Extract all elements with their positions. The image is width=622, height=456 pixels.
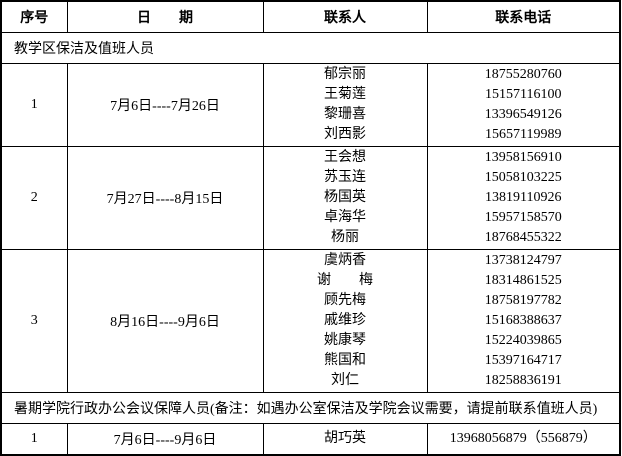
contact-names-cell: 郁宗丽王菊莲黎珊喜刘西影: [262, 63, 428, 147]
contact-name: 戚维珍: [324, 313, 366, 328]
contact-name: 刘西影: [324, 127, 366, 142]
contact-name: 刘仁: [331, 373, 359, 388]
date-range-cell: 8月16日----9月6日: [66, 249, 264, 393]
contact-phone: 13819110926: [485, 190, 562, 205]
contact-name: 姚康琴: [324, 333, 366, 348]
contact-name: 郁宗丽: [324, 67, 366, 82]
section-title-row: 暑期学院行政办公会议保障人员(备注：如遇办公室保洁及学院会议需要，请提前联系值班…: [0, 392, 621, 424]
contact-phone: 18768455322: [484, 230, 562, 245]
contact-phone: 13968056879（556879）: [449, 431, 597, 446]
contact-phone: 13958156910: [484, 150, 562, 165]
serial-number-cell: 1: [0, 63, 68, 147]
table-row: 3 8月16日----9月6日 虞炳香谢 梅顾先梅 戚维珍 姚康琴 熊国和 刘仁 137381…: [0, 249, 621, 393]
contact-name: 王菊莲: [324, 87, 366, 102]
contact-name: 杨丽: [331, 230, 359, 245]
col-header-serial-number: 序号: [0, 0, 68, 33]
contact-name: 虞炳香: [324, 253, 366, 268]
contact-names-cell: 虞炳香谢 梅顾先梅戚维珍姚康琴熊国和刘仁: [262, 249, 428, 393]
col-header-contact-person: 联系人: [262, 0, 428, 33]
section-title: 教学区保洁及值班人员: [0, 32, 621, 64]
col-header-contact-phone: 联系电话: [426, 0, 621, 33]
contact-names-cell: 王会想苏玉连杨国英卓海华杨丽: [262, 146, 428, 250]
header-row: 序号 日 期 联系人 联系电话: [0, 0, 621, 33]
contact-name: 顾先梅: [324, 293, 366, 308]
contact-name: 王会想: [324, 150, 366, 165]
date-range-cell: 7月6日----7月26日: [66, 63, 264, 147]
contact-phone: 18314861525: [484, 273, 562, 288]
contact-phones-cell: 18755280760 15157116100 13396549126 1565711…: [426, 63, 621, 147]
section-title: 暑期学院行政办公会议保障人员(备注：如遇办公室保洁及学院会议需要，请提前联系值班…: [0, 392, 621, 424]
table-row: 2 7月27日----8月15日 王会想 苏玉连 杨国英 卓海华 杨丽 13958156910…: [0, 146, 621, 250]
contact-phones-cell: 13738124797 18314861525 18758197782 1516838…: [426, 249, 621, 393]
contact-phone: 15957158570: [484, 210, 562, 225]
contact-phone: 18258836191: [484, 373, 562, 388]
date-range-cell: 7月27日----8月15日: [66, 146, 264, 250]
contact-name: 黎珊喜: [324, 107, 366, 122]
contact-name: 胡巧英: [324, 431, 366, 446]
contact-name: 苏玉连: [324, 170, 366, 185]
contact-name: 谢 梅: [317, 273, 373, 288]
contact-phones-cell: 13968056879（556879）: [426, 423, 621, 456]
contact-phone: 18758197782: [484, 293, 562, 308]
col-header-date: 日 期: [66, 0, 264, 33]
table-row: 1 7月6日----7月26日 郁宗丽 王菊莲 黎珊喜 刘西影 18755280760 151…: [0, 63, 621, 147]
serial-number-cell: 2: [0, 146, 68, 250]
serial-number-cell: 3: [0, 249, 68, 393]
contact-phone: 13396549126: [484, 107, 562, 122]
contact-phone: 15058103225: [484, 170, 562, 185]
contact-name: 杨国英: [324, 190, 366, 205]
contact-phone: 15657119989: [485, 127, 562, 142]
contact-phone: 18755280760: [484, 67, 562, 82]
contact-phone: 15168388637: [484, 313, 562, 328]
contact-phone: 15157116100: [485, 87, 562, 102]
contact-name: 熊国和: [324, 353, 366, 368]
contact-phone: 13738124797: [484, 253, 562, 268]
contact-phone: 15397164717: [484, 353, 562, 368]
serial-number-cell: 1: [0, 423, 68, 456]
contact-phones-cell: 13958156910 15058103225 13819110926 1595715…: [426, 146, 621, 250]
section-title-row: 教学区保洁及值班人员: [0, 32, 621, 64]
contact-name: 卓海华: [324, 210, 366, 225]
contact-phone: 15224039865: [484, 333, 562, 348]
contact-names-cell: 胡巧英: [262, 423, 428, 456]
table-row: 1 7月6日----9月6日 胡巧英 13968056879（556879）: [0, 423, 621, 456]
table-body: 教学区保洁及值班人员 1 7月6日----7月26日 郁宗丽 王菊莲 黎珊喜 刘西影 1875…: [0, 32, 621, 456]
date-range-cell: 7月6日----9月6日: [66, 423, 264, 456]
